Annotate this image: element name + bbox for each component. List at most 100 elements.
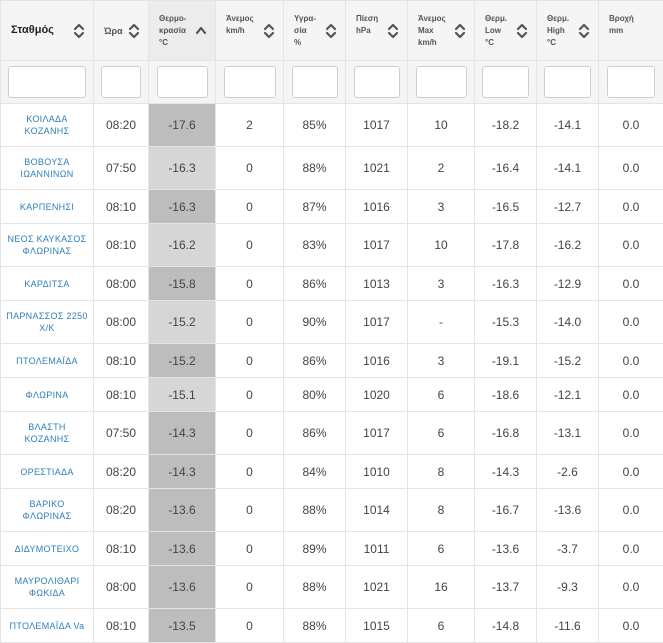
temp-low-cell: -16.7 — [475, 489, 537, 532]
temp-high-cell: -3.7 — [537, 532, 599, 566]
wind-cell: 0 — [216, 566, 284, 609]
filter-input-temp-low[interactable] — [482, 66, 529, 98]
wind-max-cell: 6 — [408, 378, 475, 412]
station-name-cell[interactable]: ΚΟΙΛΑΔΑ ΚΟΖΑΝΗΣ — [1, 104, 94, 147]
humidity-cell: 86% — [284, 344, 346, 378]
column-header-humidity[interactable]: Υγρα- σία % — [284, 1, 346, 61]
time-cell: 08:00 — [94, 566, 149, 609]
filter-input-humidity[interactable] — [292, 66, 338, 98]
pressure-cell: 1011 — [346, 532, 408, 566]
station-name-cell[interactable]: ΔΙΔΥΜΟΤΕΙΧΟ — [1, 532, 94, 566]
temp-high-cell: -14.0 — [537, 301, 599, 344]
filter-cell — [149, 61, 216, 104]
temperature-cell: -16.2 — [149, 224, 216, 267]
station-name-cell[interactable]: ΚΑΡΔΙΤΣΑ — [1, 267, 94, 301]
temp-high-cell: -16.2 — [537, 224, 599, 267]
wind-max-cell: 3 — [408, 267, 475, 301]
column-header-rain[interactable]: Βροχή mm — [599, 1, 663, 61]
pressure-cell: 1010 — [346, 455, 408, 489]
sort-icon[interactable] — [578, 23, 590, 39]
temperature-cell: -14.3 — [149, 412, 216, 455]
wind-cell: 0 — [216, 609, 284, 643]
station-name-cell[interactable]: ΚΑΡΠΕΝΗΣΙ — [1, 190, 94, 224]
wind-max-cell: 10 — [408, 104, 475, 147]
rain-cell: 0.0 — [599, 609, 663, 643]
station-name-cell[interactable]: ΜΑΥΡΟΛΙΘΑΡΙ ΦΩΚΙΔΑ — [1, 566, 94, 609]
filter-input-temperature[interactable] — [157, 66, 208, 98]
sort-ascending-icon[interactable] — [195, 23, 207, 39]
filter-cell — [537, 61, 599, 104]
column-header-temperature[interactable]: Θερμο- κρασία °C — [149, 1, 216, 61]
filter-input-rain[interactable] — [607, 66, 655, 98]
temperature-cell: -13.6 — [149, 532, 216, 566]
sort-icon[interactable] — [263, 23, 275, 39]
station-name-cell[interactable]: ΦΛΩΡΙΝΑ — [1, 378, 94, 412]
time-cell: 08:00 — [94, 301, 149, 344]
wind-cell: 0 — [216, 147, 284, 190]
temp-high-cell: -12.1 — [537, 378, 599, 412]
humidity-cell: 88% — [284, 147, 346, 190]
wind-cell: 0 — [216, 378, 284, 412]
station-name-cell[interactable]: ΠΑΡΝΑΣΣΟΣ 2250 Χ/Κ — [1, 301, 94, 344]
time-cell: 08:20 — [94, 455, 149, 489]
column-header-station[interactable]: Σταθμός — [1, 1, 94, 61]
humidity-cell: 88% — [284, 489, 346, 532]
humidity-cell: 86% — [284, 412, 346, 455]
rain-cell: 0.0 — [599, 566, 663, 609]
pressure-cell: 1013 — [346, 267, 408, 301]
station-name-cell[interactable]: ΝΕΟΣ ΚΑΥΚΑΣΟΣ ΦΛΩΡΙΝΑΣ — [1, 224, 94, 267]
temperature-cell: -14.3 — [149, 455, 216, 489]
sort-icon[interactable] — [325, 23, 337, 39]
filter-input-time[interactable] — [101, 66, 141, 98]
filter-input-pressure[interactable] — [354, 66, 400, 98]
wind-max-cell: 3 — [408, 190, 475, 224]
humidity-cell: 88% — [284, 609, 346, 643]
temp-high-cell: -11.6 — [537, 609, 599, 643]
sort-icon[interactable] — [387, 23, 399, 39]
time-cell: 08:10 — [94, 378, 149, 412]
column-header-wind[interactable]: Άνεμος km/h — [216, 1, 284, 61]
temperature-cell: -15.1 — [149, 378, 216, 412]
rain-cell: 0.0 — [599, 455, 663, 489]
sort-icon[interactable] — [73, 23, 85, 39]
column-header-pressure[interactable]: Πίεση hPa — [346, 1, 408, 61]
column-header-temp-high[interactable]: Θερμ. High °C — [537, 1, 599, 61]
sort-icon[interactable] — [454, 23, 466, 39]
time-cell: 08:00 — [94, 267, 149, 301]
filter-input-temp-high[interactable] — [544, 66, 591, 98]
rain-cell: 0.0 — [599, 190, 663, 224]
temp-high-cell: -12.9 — [537, 267, 599, 301]
station-name-cell[interactable]: ΒΟΒΟΥΣΑ ΙΩΑΝΝΙΝΩΝ — [1, 147, 94, 190]
station-name-cell[interactable]: ΟΡΕΣΤΙΑΔΑ — [1, 455, 94, 489]
station-name-cell[interactable]: ΒΛΑΣΤΗ ΚΟΖΑΝΗΣ — [1, 412, 94, 455]
column-header-wind-max[interactable]: Άνεμος Max km/h — [408, 1, 475, 61]
sort-icon[interactable] — [516, 23, 528, 39]
temp-high-cell: -13.6 — [537, 489, 599, 532]
rain-cell: 0.0 — [599, 224, 663, 267]
temp-low-cell: -14.8 — [475, 609, 537, 643]
column-header-temp-low[interactable]: Θερμ. Low °C — [475, 1, 537, 61]
station-name-cell[interactable]: ΒΑΡΙΚΟ ΦΛΩΡΙΝΑΣ — [1, 489, 94, 532]
filter-input-wind-max[interactable] — [416, 66, 467, 98]
pressure-cell: 1021 — [346, 566, 408, 609]
column-header-time[interactable]: Ώρα — [94, 1, 149, 61]
filter-cell — [216, 61, 284, 104]
sort-icon[interactable] — [128, 23, 140, 39]
humidity-cell: 86% — [284, 267, 346, 301]
filter-input-station[interactable] — [8, 66, 86, 98]
temp-low-cell: -16.4 — [475, 147, 537, 190]
wind-cell: 0 — [216, 344, 284, 378]
rain-cell: 0.0 — [599, 532, 663, 566]
time-cell: 08:10 — [94, 609, 149, 643]
station-name-cell[interactable]: ΠΤΟΛΕΜΑΪΔΑ — [1, 344, 94, 378]
station-name-cell[interactable]: ΠΤΟΛΕΜΑΪΔΑ Va — [1, 609, 94, 643]
temp-low-cell: -14.3 — [475, 455, 537, 489]
pressure-cell: 1021 — [346, 147, 408, 190]
filter-input-wind[interactable] — [224, 66, 276, 98]
pressure-cell: 1015 — [346, 609, 408, 643]
temperature-cell: -17.6 — [149, 104, 216, 147]
